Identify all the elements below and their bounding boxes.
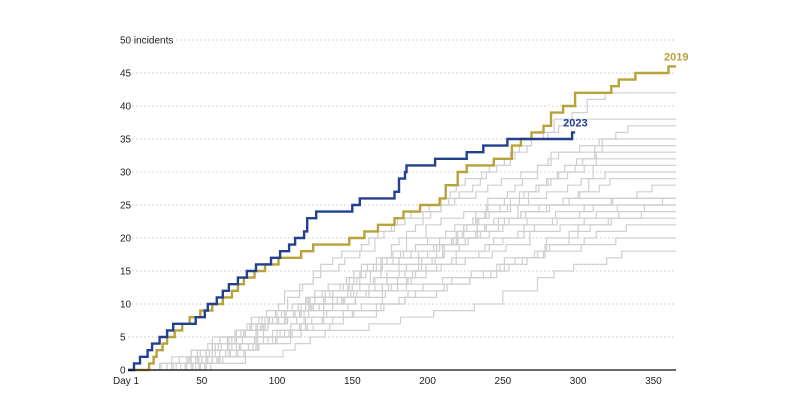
other-year-line	[128, 224, 676, 371]
y-tick-label: 15	[120, 267, 132, 278]
other-year-line	[128, 237, 676, 371]
highlighted-years-lines: 2019 2023	[128, 51, 688, 372]
other-year-line	[128, 151, 676, 371]
series-line-2019	[128, 65, 676, 372]
y-tick-label: 35	[120, 135, 132, 146]
other-year-line	[128, 217, 676, 371]
y-tick-label: 45	[120, 69, 132, 80]
series-line-2023	[128, 131, 576, 372]
tick-labels: 0 5 10 15 20 25 30 35 40 45 50 incidents Day 1 50 100…	[113, 36, 662, 388]
y-tick-label: 5	[120, 333, 126, 344]
other-years-lines	[128, 92, 676, 371]
x-tick-label: 350	[645, 376, 662, 387]
series-label-2019: 2019	[664, 51, 688, 63]
other-year-line	[128, 125, 676, 371]
x-tick-label: 200	[419, 376, 436, 387]
x-tick-label: 100	[269, 376, 286, 387]
y-tick-label: 20	[120, 234, 132, 245]
gridlines	[128, 39, 676, 338]
y-tick-label: 30	[120, 168, 132, 179]
other-year-line	[128, 250, 676, 371]
other-year-line	[128, 204, 676, 371]
y-tick-label: 10	[120, 300, 132, 311]
x-tick-label: 150	[344, 376, 361, 387]
other-year-line	[128, 92, 676, 371]
y-tick-label: 50 incidents	[120, 36, 173, 47]
y-tick-label: 0	[120, 366, 126, 377]
y-tick-label: 25	[120, 201, 132, 212]
x-tick-label: 50	[196, 376, 208, 387]
other-year-line	[128, 164, 676, 371]
x-tick-label: Day 1	[113, 376, 140, 387]
x-tick-label: 300	[570, 376, 587, 387]
series-label-2023: 2023	[563, 117, 587, 129]
other-year-line	[128, 204, 676, 371]
y-tick-label: 40	[120, 102, 132, 113]
x-tick-label: 250	[495, 376, 512, 387]
